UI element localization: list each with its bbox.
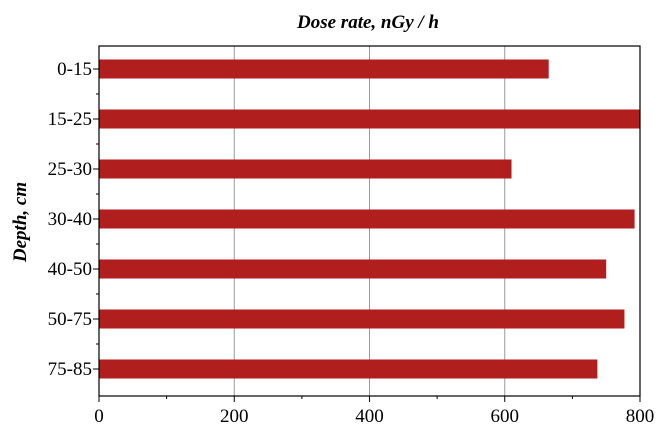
y-tick-label: 25-30 xyxy=(48,159,92,180)
y-tick-label: 0-15 xyxy=(57,59,92,80)
bar-40-50 xyxy=(99,259,607,279)
y-tick-label: 50-75 xyxy=(48,309,92,330)
y-tick-labels: 0-15 15-25 25-30 30-40 40-50 50-75 75-85 xyxy=(48,59,99,380)
bar-15-25 xyxy=(99,109,640,129)
y-tick-label: 15-25 xyxy=(48,109,92,130)
x-tick-label: 0 xyxy=(94,406,104,427)
x-tick-labels: 0 200 400 600 800 xyxy=(94,396,654,427)
y-axis-label: Depth, cm xyxy=(10,182,31,263)
x-tick-label: 800 xyxy=(626,406,655,427)
y-tick-label: 75-85 xyxy=(48,359,92,380)
bar-0-15 xyxy=(99,59,549,79)
bars-group xyxy=(99,59,640,379)
y-tick-label: 40-50 xyxy=(48,259,92,280)
chart-title: Dose rate, nGy / h xyxy=(296,12,439,33)
bar-50-75 xyxy=(99,309,625,329)
bar-30-40 xyxy=(99,209,635,229)
x-tick-label: 200 xyxy=(220,406,249,427)
x-tick-label: 600 xyxy=(491,406,520,427)
bar-75-85 xyxy=(99,359,598,379)
x-tick-label: 400 xyxy=(355,406,384,427)
y-tick-label: 30-40 xyxy=(48,209,92,230)
bar-25-30 xyxy=(99,159,512,179)
